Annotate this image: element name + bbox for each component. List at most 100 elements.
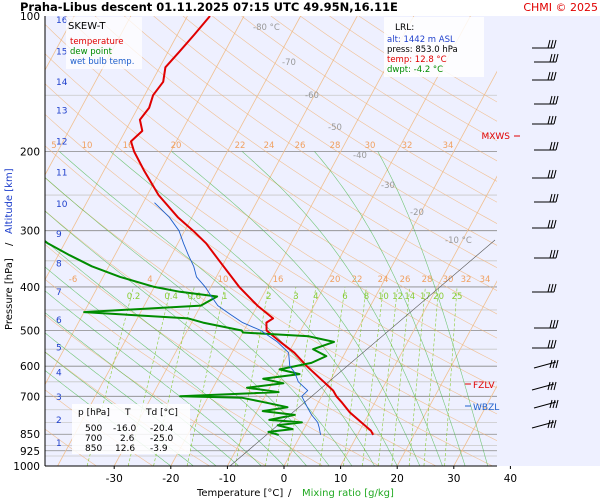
mixing-ratio-mid-label: 34	[480, 275, 491, 285]
mixing-ratio-top-label: 28	[330, 141, 341, 151]
mixing-ratio-label: 0.4	[164, 292, 178, 302]
y-tick-label: 925	[20, 446, 40, 458]
levels-header-td: Td [°C]	[145, 408, 178, 418]
mixing-ratio-label: 2	[266, 292, 271, 302]
x-tick-label: -20	[162, 473, 179, 485]
legend-title: SKEW-T	[68, 21, 106, 32]
x-tick-label: 10	[334, 473, 347, 485]
lrl-alt: alt: 1442 m ASL	[387, 35, 455, 45]
altitude-tick-label: 8	[56, 260, 62, 270]
mixing-ratio-mid-label: 32	[461, 275, 472, 285]
altitude-tick-label: 5	[56, 343, 62, 353]
x-axis-title-mixing-ratio: Mixing ratio [g/kg]	[302, 488, 394, 499]
isotherm-label: -70	[282, 58, 296, 68]
y-axis-title: Pressure [hPa] / Altitude [km]	[4, 168, 15, 330]
mixing-ratio-mid-label: 10	[218, 275, 229, 285]
mixing-ratio-label: 10	[378, 292, 389, 302]
y-axis-title-altitude: Altitude [km]	[4, 168, 15, 234]
isotherm-label: -20	[410, 208, 424, 218]
altitude-tick-label: 6	[56, 316, 62, 326]
mixing-ratio-mid-label: 22	[352, 275, 363, 285]
legend-item-dewpoint: dew point	[70, 47, 113, 57]
mixing-ratio-label: 14	[404, 292, 415, 302]
isotherm-label: -80 °C	[253, 23, 280, 33]
altitude-tick-label: 12	[56, 137, 67, 147]
y-tick-label: 700	[20, 391, 40, 403]
levels-row-850-t: 12.6	[115, 444, 135, 454]
mixing-ratio-top-label: 22	[235, 141, 246, 151]
mixing-ratio-top-label: 10	[82, 141, 93, 151]
wind-column-background	[497, 16, 600, 466]
mixing-ratio-mid-label: -6	[69, 275, 77, 285]
mixing-ratio-label: 1	[222, 292, 227, 302]
legend-item-temperature: temperature	[70, 37, 123, 47]
mixing-ratio-mid-label: 16	[273, 275, 284, 285]
levels-table: p [hPa] T Td [°C] 500 -16.0 -20.4 700 2.…	[72, 404, 190, 454]
x-tick-label: 30	[447, 473, 460, 485]
y-axis-title-pressure: Pressure [hPa]	[4, 258, 15, 330]
isotherm-label: -10 °C	[445, 236, 472, 246]
lrl-dwpt: dwpt: -4.2 °C	[387, 65, 443, 75]
y-tick-label: 850	[20, 429, 40, 441]
altitude-tick-label: 16	[56, 16, 68, 26]
mixing-ratio-top-label: 32	[402, 141, 413, 151]
legend: SKEW-T temperature dew point wet bulb te…	[66, 17, 142, 69]
levels-row-700-p: 700	[85, 434, 102, 444]
mixing-ratio-top-label: 26	[295, 141, 306, 151]
mixing-ratio-mid-label: 28	[422, 275, 433, 285]
mixing-ratio-label: 20	[433, 292, 444, 302]
mixing-ratio-mid-label: 26	[400, 275, 411, 285]
isotherm--90	[0, 16, 18, 466]
mixing-ratio-mid-label: 20	[330, 275, 341, 285]
mixing-ratio-label: 4	[313, 292, 318, 302]
isotherm-label: -60	[305, 91, 319, 101]
levels-row-700-t: 2.6	[120, 434, 135, 444]
mixing-ratio-label: 6	[342, 292, 347, 302]
x-axis-title: Temperature [°C] / Mixing ratio [g/kg]	[196, 488, 394, 499]
levels-row-850-p: 850	[85, 444, 102, 454]
levels-row-500-td: -20.4	[150, 424, 174, 434]
altitude-tick-label: 3	[56, 393, 62, 403]
copyright: CHMI © 2025	[523, 1, 598, 14]
x-tick-label: 40	[504, 473, 517, 485]
x-tick-label: -30	[106, 473, 123, 485]
altitude-tick-label: 10	[56, 200, 68, 210]
mixing-ratio-mid-label: 4	[147, 275, 152, 285]
mixing-ratio-label: 17	[420, 292, 431, 302]
levels-row-500-t: -16.0	[113, 424, 137, 434]
mixing-ratio-label: 3	[293, 292, 298, 302]
marker-wbzl: WBZL	[473, 403, 499, 413]
levels-row-500-p: 500	[85, 424, 102, 434]
y-tick-label: 1000	[13, 461, 40, 473]
lrl-press: press: 853.0 hPa	[387, 45, 458, 55]
isotherm-label: -50	[328, 123, 342, 133]
y-tick-label: 200	[20, 146, 40, 158]
mixing-ratio-top-label: 20	[171, 141, 182, 151]
levels-header-p: p [hPa]	[78, 408, 110, 418]
legend-item-wetbulb: wet bulb temp.	[70, 57, 134, 67]
lrl-box: LRL: alt: 1442 m ASL press: 853.0 hPa te…	[384, 17, 484, 77]
altitude-tick-label: 15	[56, 48, 67, 58]
mixing-ratio-label: 0.2	[127, 292, 141, 302]
y-axis-title-separator: /	[4, 242, 15, 246]
isotherm-label: -30	[381, 181, 395, 191]
mixing-ratio-label: 25	[452, 292, 463, 302]
y-tick-label: 300	[20, 226, 40, 238]
mixing-ratio-mid-label: 24	[378, 275, 389, 285]
mixing-ratio-top-label: 34	[443, 141, 454, 151]
mixing-ratio-top-label: 24	[264, 141, 275, 151]
levels-row-700-td: -25.0	[150, 434, 174, 444]
x-tick-label: 20	[391, 473, 404, 485]
altitude-tick-label: 2	[56, 416, 62, 426]
mixing-ratio-top-label: 30	[365, 141, 376, 151]
lrl-title: LRL:	[395, 23, 414, 33]
y-tick-label: 500	[20, 326, 40, 338]
altitude-tick-label: 1	[56, 439, 62, 449]
mixing-ratio-label: 12	[392, 292, 403, 302]
x-axis-title-temperature: Temperature [°C]	[196, 488, 283, 499]
mixing-ratio-label: 8	[364, 292, 369, 302]
chart-title: Praha-Libus descent 01.11.2025 07:15 UTC…	[20, 0, 398, 14]
marker-mxws: MXWS	[481, 132, 510, 142]
